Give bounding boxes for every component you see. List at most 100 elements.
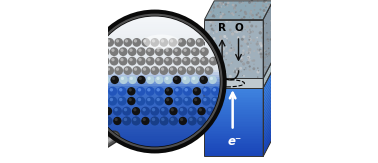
Circle shape [169,107,178,115]
Circle shape [146,47,155,56]
Circle shape [224,7,225,8]
Circle shape [220,38,223,41]
Polygon shape [263,80,273,102]
Circle shape [212,29,213,31]
Circle shape [212,88,216,91]
Circle shape [146,57,155,66]
Circle shape [223,55,225,58]
Circle shape [245,29,246,30]
Circle shape [223,35,224,36]
Circle shape [208,76,217,84]
Circle shape [102,58,105,61]
Circle shape [239,27,241,29]
Circle shape [245,67,246,68]
Circle shape [229,75,232,78]
Circle shape [108,87,117,96]
Circle shape [143,39,146,43]
Circle shape [260,52,263,56]
Bar [204,96,263,98]
Circle shape [232,14,235,16]
Bar [204,89,263,91]
Bar [204,78,263,88]
Circle shape [231,63,232,64]
Circle shape [183,58,187,61]
Circle shape [227,1,229,4]
Circle shape [219,2,220,4]
Circle shape [110,76,119,84]
Circle shape [188,39,191,43]
Circle shape [241,1,242,3]
Circle shape [271,11,272,12]
Bar [204,20,263,78]
Circle shape [265,8,266,9]
Circle shape [215,30,218,33]
Circle shape [239,31,241,33]
Circle shape [254,56,255,57]
Circle shape [268,47,270,49]
Circle shape [134,39,137,43]
Circle shape [174,49,178,52]
Circle shape [221,23,224,27]
Bar [204,122,263,124]
Circle shape [166,98,169,101]
Circle shape [244,40,247,43]
Circle shape [129,49,133,52]
Circle shape [260,55,263,59]
Circle shape [229,49,232,52]
Circle shape [116,67,119,71]
Circle shape [197,67,200,71]
Circle shape [152,67,155,71]
Circle shape [246,51,248,54]
Circle shape [89,96,99,106]
Circle shape [215,74,218,78]
Circle shape [265,7,267,8]
Circle shape [164,76,172,84]
Bar [87,70,222,72]
Circle shape [230,55,232,57]
Circle shape [235,11,236,12]
Circle shape [271,50,272,51]
Circle shape [221,2,223,5]
Circle shape [192,58,196,61]
Circle shape [183,87,192,96]
Circle shape [235,55,239,58]
Bar [103,125,207,127]
Circle shape [271,14,273,16]
Circle shape [271,29,273,31]
Circle shape [221,6,222,8]
Bar [93,109,217,111]
Bar [103,36,207,38]
Circle shape [207,30,210,33]
Circle shape [195,66,204,75]
Circle shape [169,38,177,47]
Circle shape [231,32,232,33]
Bar [204,146,263,148]
Bar [204,144,263,146]
Circle shape [132,66,141,75]
Bar [87,88,223,91]
Polygon shape [263,131,273,153]
Circle shape [268,12,270,13]
Bar [204,98,263,100]
Circle shape [138,88,141,91]
Circle shape [177,66,186,75]
Circle shape [132,116,141,126]
Circle shape [220,15,223,18]
Circle shape [259,42,262,45]
Bar [204,95,263,96]
Circle shape [102,49,105,52]
Circle shape [189,118,193,121]
Bar [91,106,218,109]
Bar [204,105,263,107]
Circle shape [152,108,155,111]
Circle shape [222,43,223,44]
Circle shape [211,87,220,96]
Ellipse shape [143,34,179,49]
Circle shape [124,118,127,121]
Circle shape [218,59,220,60]
Circle shape [136,87,145,96]
Circle shape [179,117,187,125]
Circle shape [99,87,107,96]
Circle shape [237,10,238,12]
Circle shape [227,64,230,66]
